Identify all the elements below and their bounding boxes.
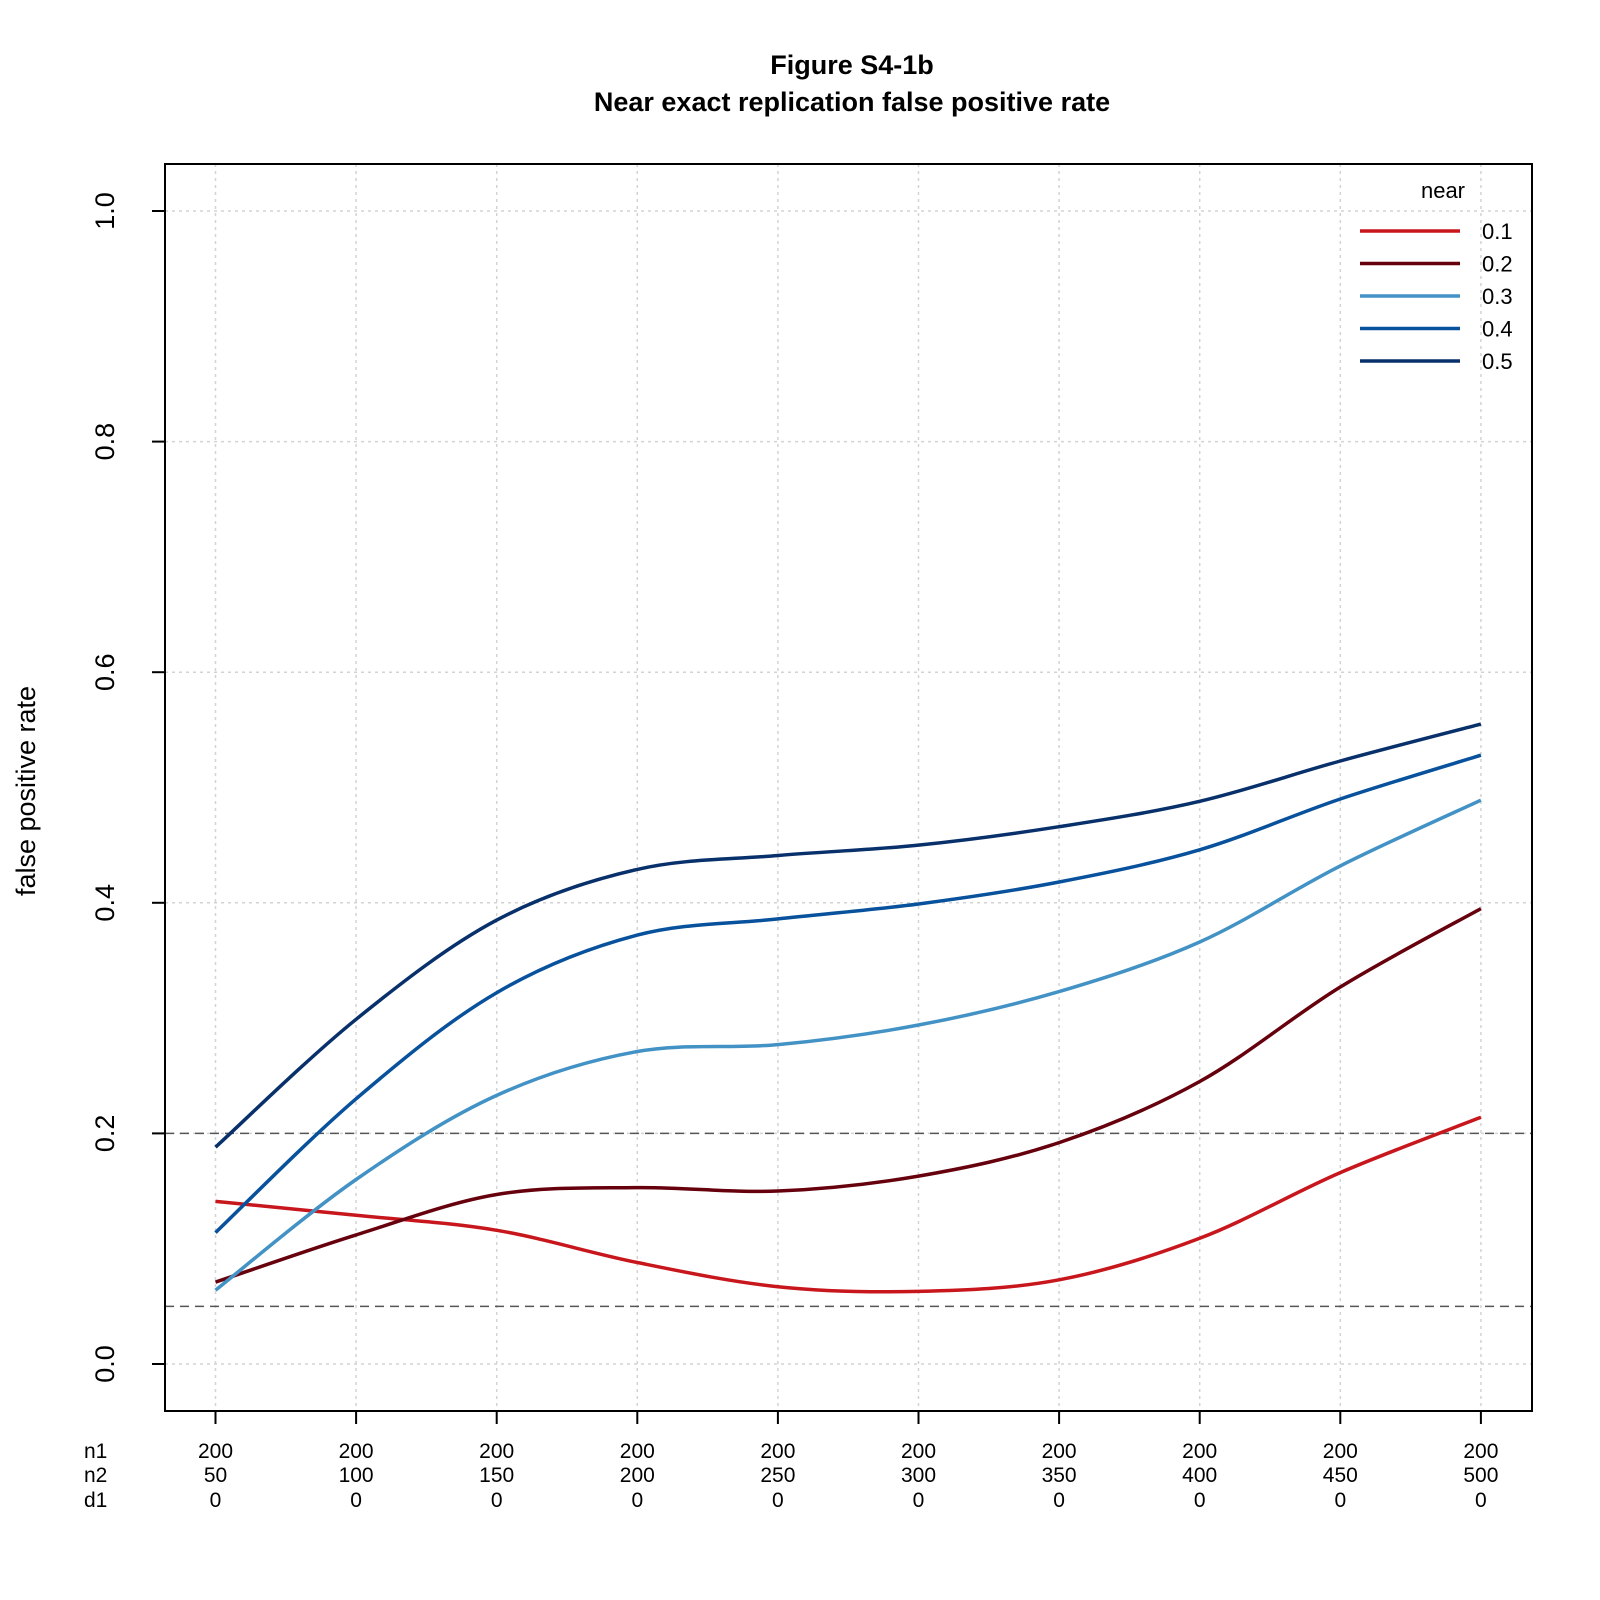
x-tick-label-n2: 350 [1042,1464,1077,1487]
y-tick-label: 0.8 [90,423,120,461]
x-tick-label-n2: 100 [339,1464,374,1487]
series-lines [214,722,1482,1294]
y-tick-label: 0.4 [90,884,120,922]
legend-label: 0.5 [1482,349,1513,374]
x-tick-label-d1: 0 [350,1489,362,1512]
x-tick-label-d1: 0 [631,1489,643,1512]
y-tick-label: 0.6 [90,653,120,691]
x-tick-label-d1: 0 [491,1489,503,1512]
series-line-near-0.4 [214,753,1482,1234]
x-tick-label-d1: 0 [1053,1489,1065,1512]
chart-subtitle: Near exact replication false positive ra… [594,87,1110,117]
x-row-label-d1: d1 [84,1489,107,1512]
reference-lines [165,1132,1532,1308]
x-tick-label-n2: 450 [1323,1464,1358,1487]
x-tick-label-n2: 300 [901,1464,936,1487]
x-tick-label-n2: 200 [620,1464,655,1487]
x-tick-label-n1: 200 [1323,1440,1358,1463]
x-tick-label-n1: 200 [339,1440,374,1463]
legend-title: near [1421,178,1465,203]
legend-label: 0.2 [1482,252,1513,277]
x-tick-label-n1: 200 [1182,1440,1217,1463]
x-tick-label-n1: 200 [901,1440,936,1463]
x-tick-label-n2: 150 [479,1464,514,1487]
x-row-label-n2: n2 [84,1464,107,1487]
series-line-near-0.2 [214,907,1482,1284]
x-tick-label-d1: 0 [1194,1489,1206,1512]
x-tick-label-n1: 200 [760,1440,795,1463]
x-tick-label-d1: 0 [1475,1489,1487,1512]
x-tick-label-d1: 0 [913,1489,925,1512]
x-tick-label-n1: 200 [479,1440,514,1463]
legend-label: 0.3 [1482,284,1513,309]
legend-label: 0.1 [1482,219,1513,244]
legend: near 0.1 0.2 0.3 0.4 0.5 [1360,178,1513,374]
x-tick-label-n2: 250 [760,1464,795,1487]
plot-frame [164,163,1533,1412]
x-tick-label-n2: 500 [1463,1464,1498,1487]
x-tick-label-d1: 0 [210,1489,222,1512]
x-tick-label-n1: 200 [620,1440,655,1463]
x-tick-label-n1: 200 [1042,1440,1077,1463]
x-tick-label-n2: 50 [204,1464,227,1487]
x-tick-label-d1: 0 [1334,1489,1346,1512]
legend-label: 0.4 [1482,317,1513,342]
series-line-near-0.3 [214,798,1482,1292]
y-tick-label: 0.0 [90,1345,120,1383]
y-tick-label: 1.0 [90,192,120,230]
x-tick-label-d1: 0 [772,1489,784,1512]
grid [165,164,1532,1411]
chart-title: Figure S4-1b [770,50,934,80]
axes: 0.00.20.40.60.81.02005002001000200150020… [84,192,1498,1512]
x-tick-label-n1: 200 [1463,1440,1498,1463]
series-line-near-0.1 [215,1115,1482,1294]
x-row-label-n1: n1 [84,1440,107,1463]
x-tick-label-n1: 200 [198,1440,233,1463]
series-line-near-0.5 [214,722,1482,1149]
y-tick-label: 0.2 [90,1115,120,1153]
y-axis-label: false positive rate [11,686,41,896]
x-tick-label-n2: 400 [1182,1464,1217,1487]
